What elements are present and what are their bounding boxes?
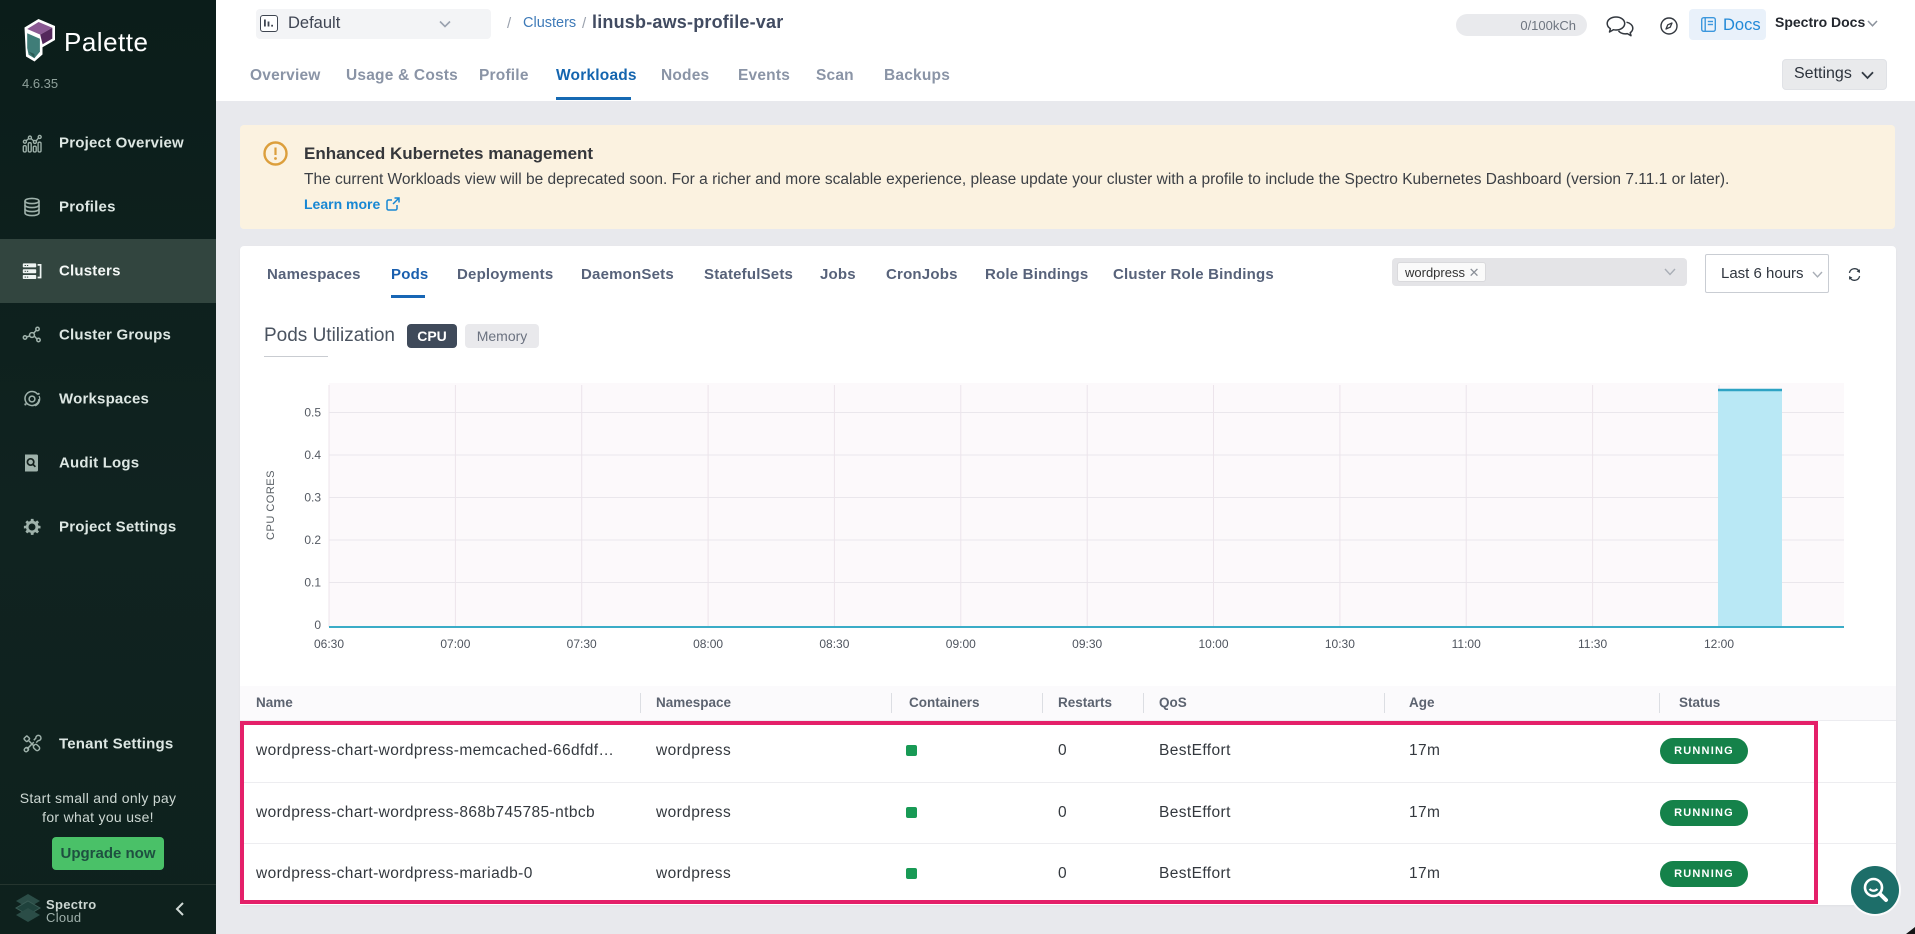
svg-text:09:30: 09:30 (1072, 637, 1102, 651)
svg-text:0.1: 0.1 (304, 576, 321, 590)
svg-text:0.3: 0.3 (304, 491, 321, 505)
svg-text:CPU CORES: CPU CORES (265, 470, 277, 540)
svg-text:0.5: 0.5 (304, 406, 321, 420)
svg-text:11:30: 11:30 (1578, 637, 1607, 651)
svg-text:07:30: 07:30 (567, 637, 597, 651)
svg-text:10:30: 10:30 (1325, 637, 1355, 651)
svg-text:07:00: 07:00 (440, 637, 470, 651)
svg-text:09:00: 09:00 (946, 637, 976, 651)
svg-text:0.4: 0.4 (304, 448, 321, 462)
svg-text:0.2: 0.2 (304, 533, 321, 547)
svg-text:08:00: 08:00 (693, 637, 723, 651)
svg-text:08:30: 08:30 (819, 637, 849, 651)
svg-text:12:00: 12:00 (1704, 637, 1734, 651)
svg-text:0: 0 (314, 618, 321, 632)
svg-text:10:00: 10:00 (1198, 637, 1228, 651)
svg-text:06:30: 06:30 (314, 637, 344, 651)
svg-text:11:00: 11:00 (1452, 637, 1481, 651)
